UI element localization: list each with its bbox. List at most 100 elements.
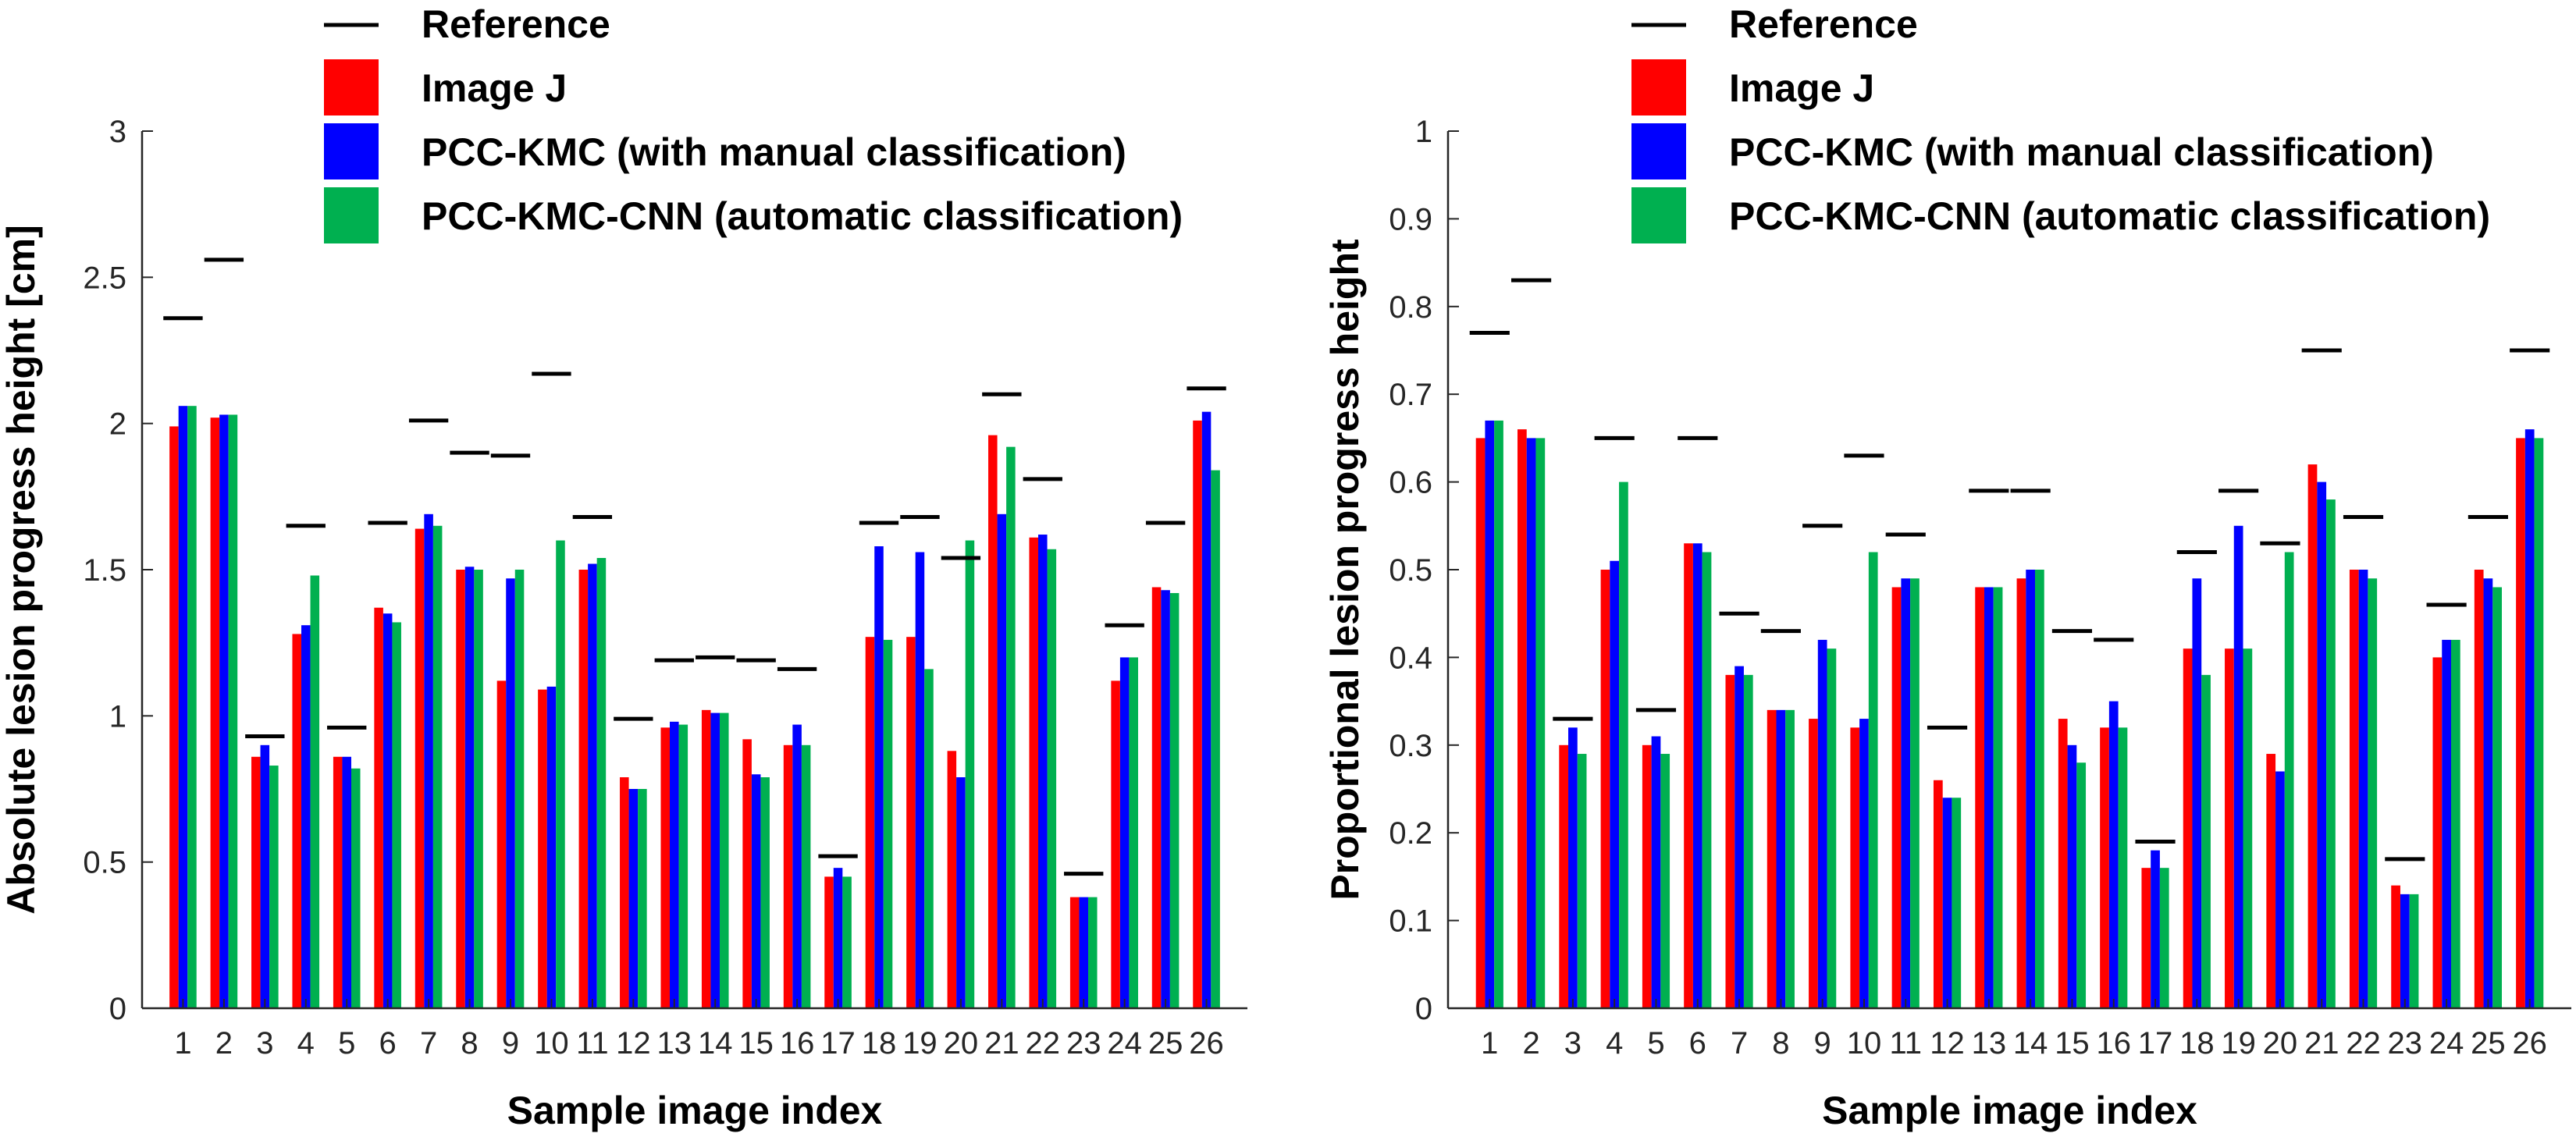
- bar-pcc-kmc-1: [178, 406, 188, 1008]
- legend-swatch-pcc-kmc-cnn: [324, 187, 379, 243]
- bar-pcc-kmc-cnn-12: [638, 789, 647, 1008]
- bar-pcc-kmc-cnn-21: [2326, 499, 2336, 1008]
- bar-pcc-kmc-cnn-8: [1785, 709, 1795, 1008]
- x-tick-label: 11: [1889, 1026, 1922, 1061]
- bar-pcc-kmc-2: [219, 414, 229, 1008]
- bar-pcc-kmc-cnn-25: [2492, 587, 2502, 1008]
- bar-pcc-kmc-cnn-19: [924, 669, 934, 1008]
- x-tick-label: 16: [780, 1026, 815, 1061]
- bar-image-j-19: [2225, 648, 2234, 1008]
- bar-pcc-kmc-13: [1984, 587, 1994, 1008]
- bar-pcc-kmc-11: [1901, 578, 1911, 1008]
- y-tick-label: 0.6: [1389, 466, 1432, 500]
- bar-pcc-kmc-24: [2442, 639, 2451, 1008]
- bar-pcc-kmc-14: [710, 712, 720, 1008]
- bar-image-j-6: [1684, 543, 1693, 1008]
- bar-pcc-kmc-14: [2026, 570, 2036, 1008]
- bar-image-j-11: [1891, 587, 1902, 1008]
- x-tick-label: 26: [2512, 1026, 2547, 1061]
- bar-pcc-kmc-cnn-1: [1494, 420, 1503, 1008]
- legend-label: Reference: [1729, 2, 1918, 46]
- bar-pcc-kmc-cnn-3: [269, 766, 279, 1008]
- legend-swatch-image-j: [324, 59, 379, 115]
- bar-image-j-10: [1850, 727, 1860, 1008]
- bar-pcc-kmc-17: [833, 868, 843, 1008]
- legend-label: PCC-KMC (with manual classification): [422, 130, 1126, 174]
- legend-label: Image J: [422, 66, 567, 110]
- bar-pcc-kmc-cnn-2: [1535, 438, 1546, 1008]
- bar-pcc-kmc-cnn-23: [2409, 894, 2419, 1008]
- x-axis-label: Sample image index: [507, 1089, 883, 1132]
- bar-pcc-kmc-cnn-8: [474, 570, 483, 1008]
- y-tick-label: 2: [109, 407, 126, 442]
- x-tick-label: 1: [174, 1026, 191, 1061]
- bar-image-j-10: [538, 689, 547, 1008]
- x-tick-label: 8: [461, 1026, 478, 1061]
- bar-pcc-kmc-cnn-20: [2284, 552, 2294, 1008]
- bar-image-j-21: [2307, 464, 2318, 1008]
- bar-image-j-14: [701, 709, 711, 1008]
- bar-image-j-22: [2349, 570, 2359, 1008]
- legend-label: PCC-KMC-CNN (automatic classification): [1729, 194, 2490, 238]
- legend-swatch-pcc-kmc: [1631, 123, 1686, 179]
- x-tick-label: 7: [420, 1026, 437, 1061]
- x-tick-label: 11: [576, 1026, 609, 1061]
- bar-pcc-kmc-9: [1817, 639, 1827, 1008]
- bar-image-j-24: [2432, 657, 2443, 1008]
- x-tick-label: 1: [1481, 1026, 1498, 1061]
- bar-pcc-kmc-cnn-16: [2118, 727, 2128, 1008]
- bar-pcc-kmc-7: [1735, 666, 1744, 1008]
- bar-pcc-kmc-12: [628, 789, 639, 1008]
- bar-image-j-12: [1933, 780, 1943, 1008]
- legend: Reference Image J PCC-KMC (with manual cla…: [324, 2, 1183, 243]
- bar-pcc-kmc-25: [1161, 590, 1170, 1008]
- bar-pcc-kmc-26: [2524, 429, 2535, 1008]
- bar-image-j-9: [1809, 719, 1818, 1008]
- y-tick-label: 3: [109, 115, 126, 149]
- bar-pcc-kmc-cnn-12: [1952, 798, 1962, 1008]
- x-tick-label: 21: [984, 1026, 1019, 1061]
- bar-image-j-26: [2516, 438, 2525, 1008]
- legend: Reference Image J PCC-KMC (with manual cla…: [1631, 2, 2490, 243]
- bar-pcc-kmc-cnn-25: [1169, 592, 1179, 1008]
- x-tick-label: 3: [256, 1026, 273, 1061]
- bar-pcc-kmc-cnn-3: [1577, 754, 1587, 1008]
- bar-image-j-13: [660, 727, 671, 1008]
- bar-pcc-kmc-cnn-26: [2534, 438, 2544, 1008]
- x-tick-label: 13: [657, 1026, 692, 1061]
- bar-image-j-25: [1151, 587, 1162, 1008]
- bar-image-j-2: [1517, 429, 1527, 1008]
- x-tick-label: 25: [2471, 1026, 2506, 1061]
- bar-image-j-8: [1767, 709, 1777, 1008]
- x-tick-label: 18: [862, 1026, 897, 1061]
- bar-pcc-kmc-cnn-18: [883, 639, 893, 1008]
- bar-image-j-20: [947, 751, 957, 1008]
- bar-pcc-kmc-cnn-11: [596, 558, 607, 1008]
- x-tick-label: 10: [534, 1026, 569, 1061]
- bar-image-j-13: [1975, 587, 1984, 1008]
- bar-pcc-kmc-cnn-10: [556, 540, 565, 1008]
- bar-pcc-kmc-cnn-17: [2159, 868, 2169, 1008]
- y-tick-label: 1: [1415, 115, 1432, 149]
- bar-pcc-kmc-3: [260, 744, 270, 1008]
- bar-pcc-kmc-cnn-6: [392, 622, 401, 1008]
- bar-pcc-kmc-16: [792, 724, 802, 1008]
- bar-pcc-kmc-cnn-20: [965, 540, 975, 1008]
- bar-image-j-19: [906, 637, 916, 1008]
- bar-image-j-11: [578, 570, 589, 1008]
- y-tick-label: 0.4: [1389, 641, 1432, 675]
- bar-pcc-kmc-cnn-7: [432, 525, 443, 1008]
- bar-pcc-kmc-cnn-6: [1702, 552, 1712, 1008]
- legend-swatch-pcc-kmc: [324, 123, 379, 179]
- bar-pcc-kmc-cnn-2: [228, 414, 238, 1008]
- bar-group: [1469, 278, 2550, 1008]
- bar-pcc-kmc-26: [1201, 411, 1212, 1008]
- y-tick-label: 0.8: [1389, 290, 1432, 325]
- bar-pcc-kmc-cnn-24: [2450, 639, 2460, 1008]
- y-tick-label: 0.5: [83, 846, 126, 880]
- bar-image-j-1: [1475, 438, 1485, 1008]
- bar-pcc-kmc-cnn-21: [1006, 446, 1016, 1008]
- bar-pcc-kmc-cnn-22: [2368, 578, 2378, 1008]
- bar-pcc-kmc-cnn-18: [2201, 674, 2211, 1008]
- bar-pcc-kmc-6: [1692, 543, 1703, 1008]
